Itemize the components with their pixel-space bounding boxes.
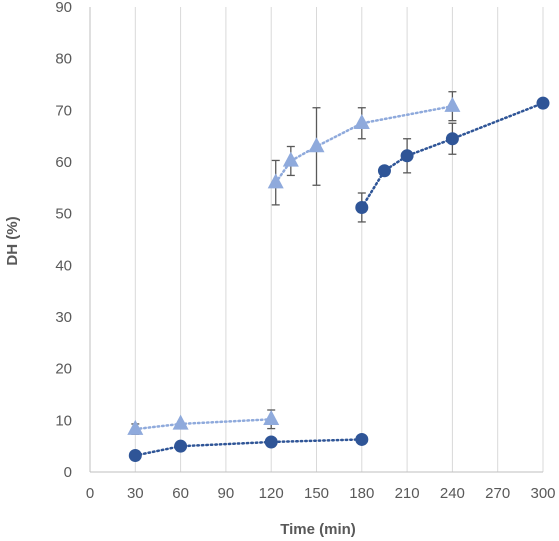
y-tick-label: 30	[55, 309, 72, 326]
x-axis-title: Time (min)	[280, 521, 356, 538]
series-2	[127, 91, 461, 435]
y-tick-label: 70	[55, 102, 72, 119]
x-tick-label: 180	[349, 485, 374, 502]
y-axis-title: DH (%)	[4, 216, 21, 265]
series-1	[128, 96, 550, 462]
series-2-line-2	[274, 104, 454, 184]
data-point	[536, 96, 550, 110]
x-tick-label: 270	[485, 485, 510, 502]
x-tick-label: 150	[304, 485, 329, 502]
data-point	[264, 435, 278, 449]
data-point	[355, 200, 369, 214]
data-point	[174, 439, 188, 453]
y-tick-label: 90	[55, 0, 72, 16]
y-tick-label: 20	[55, 361, 72, 378]
data-point	[445, 132, 459, 146]
x-tick-label: 120	[259, 485, 284, 502]
x-tick-label: 90	[218, 485, 235, 502]
series-1-line-1	[134, 438, 364, 457]
data-point	[400, 149, 414, 163]
data-point	[128, 448, 142, 462]
data-point	[444, 96, 461, 112]
x-tick-label: 210	[395, 485, 420, 502]
x-tick-label: 30	[127, 485, 144, 502]
x-tick-label: 60	[172, 485, 189, 502]
y-tick-label: 0	[64, 464, 72, 481]
data-point	[263, 410, 280, 425]
data-point	[377, 164, 391, 178]
x-tick-label: 240	[440, 485, 465, 502]
x-tick-label: 300	[530, 485, 555, 502]
y-tick-label: 80	[55, 51, 72, 68]
y-tick-label: 50	[55, 206, 72, 223]
data-point	[308, 137, 325, 153]
series-1-line-2	[360, 101, 545, 209]
data-point	[282, 151, 299, 167]
series-2-line-1	[134, 418, 273, 431]
gridlines	[134, 7, 544, 472]
data-point	[172, 414, 189, 430]
tick-labels: 0 30 60 90 120 150 180 210 240 270 300 0 10 20 30 40 50 6…	[55, 0, 555, 502]
data-point	[267, 173, 284, 189]
y-tick-label: 40	[55, 257, 72, 274]
data-point	[355, 432, 369, 446]
axes	[89, 7, 543, 473]
y-tick-label: 10	[55, 412, 72, 429]
data-point	[353, 113, 370, 129]
y-tick-label: 60	[55, 154, 72, 171]
x-tick-label: 0	[86, 485, 94, 502]
plot-area	[127, 91, 550, 462]
data-point	[127, 419, 144, 435]
